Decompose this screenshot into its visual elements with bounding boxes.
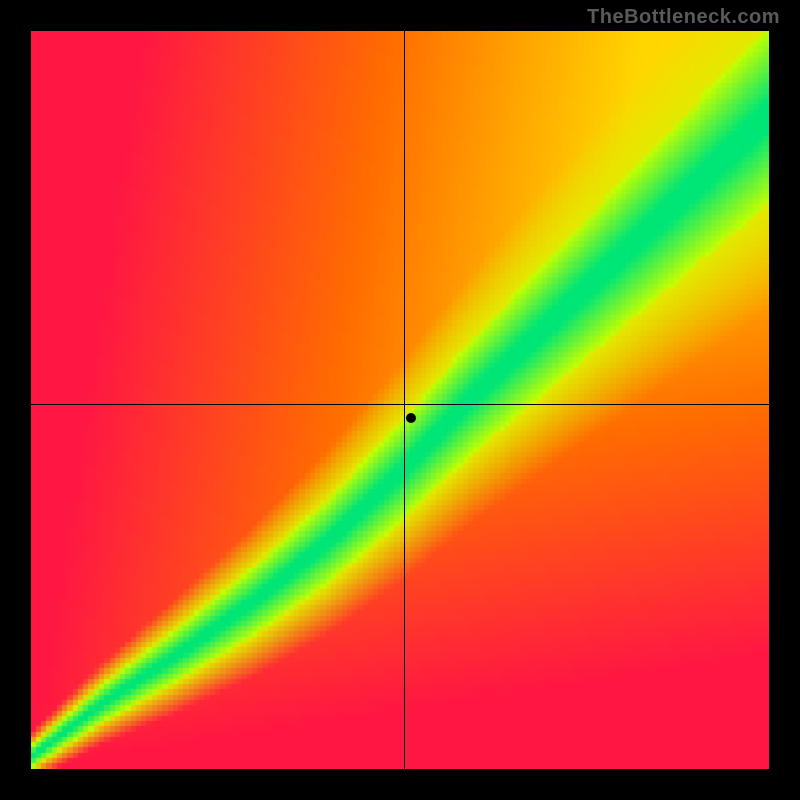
heatmap-canvas <box>31 31 769 769</box>
watermark: TheBottleneck.com <box>587 6 780 29</box>
chart-container: TheBottleneck.com <box>0 0 800 800</box>
data-point-marker <box>406 413 416 423</box>
crosshair-vertical <box>404 31 405 769</box>
plot-area <box>31 31 769 769</box>
crosshair-horizontal <box>31 404 769 405</box>
